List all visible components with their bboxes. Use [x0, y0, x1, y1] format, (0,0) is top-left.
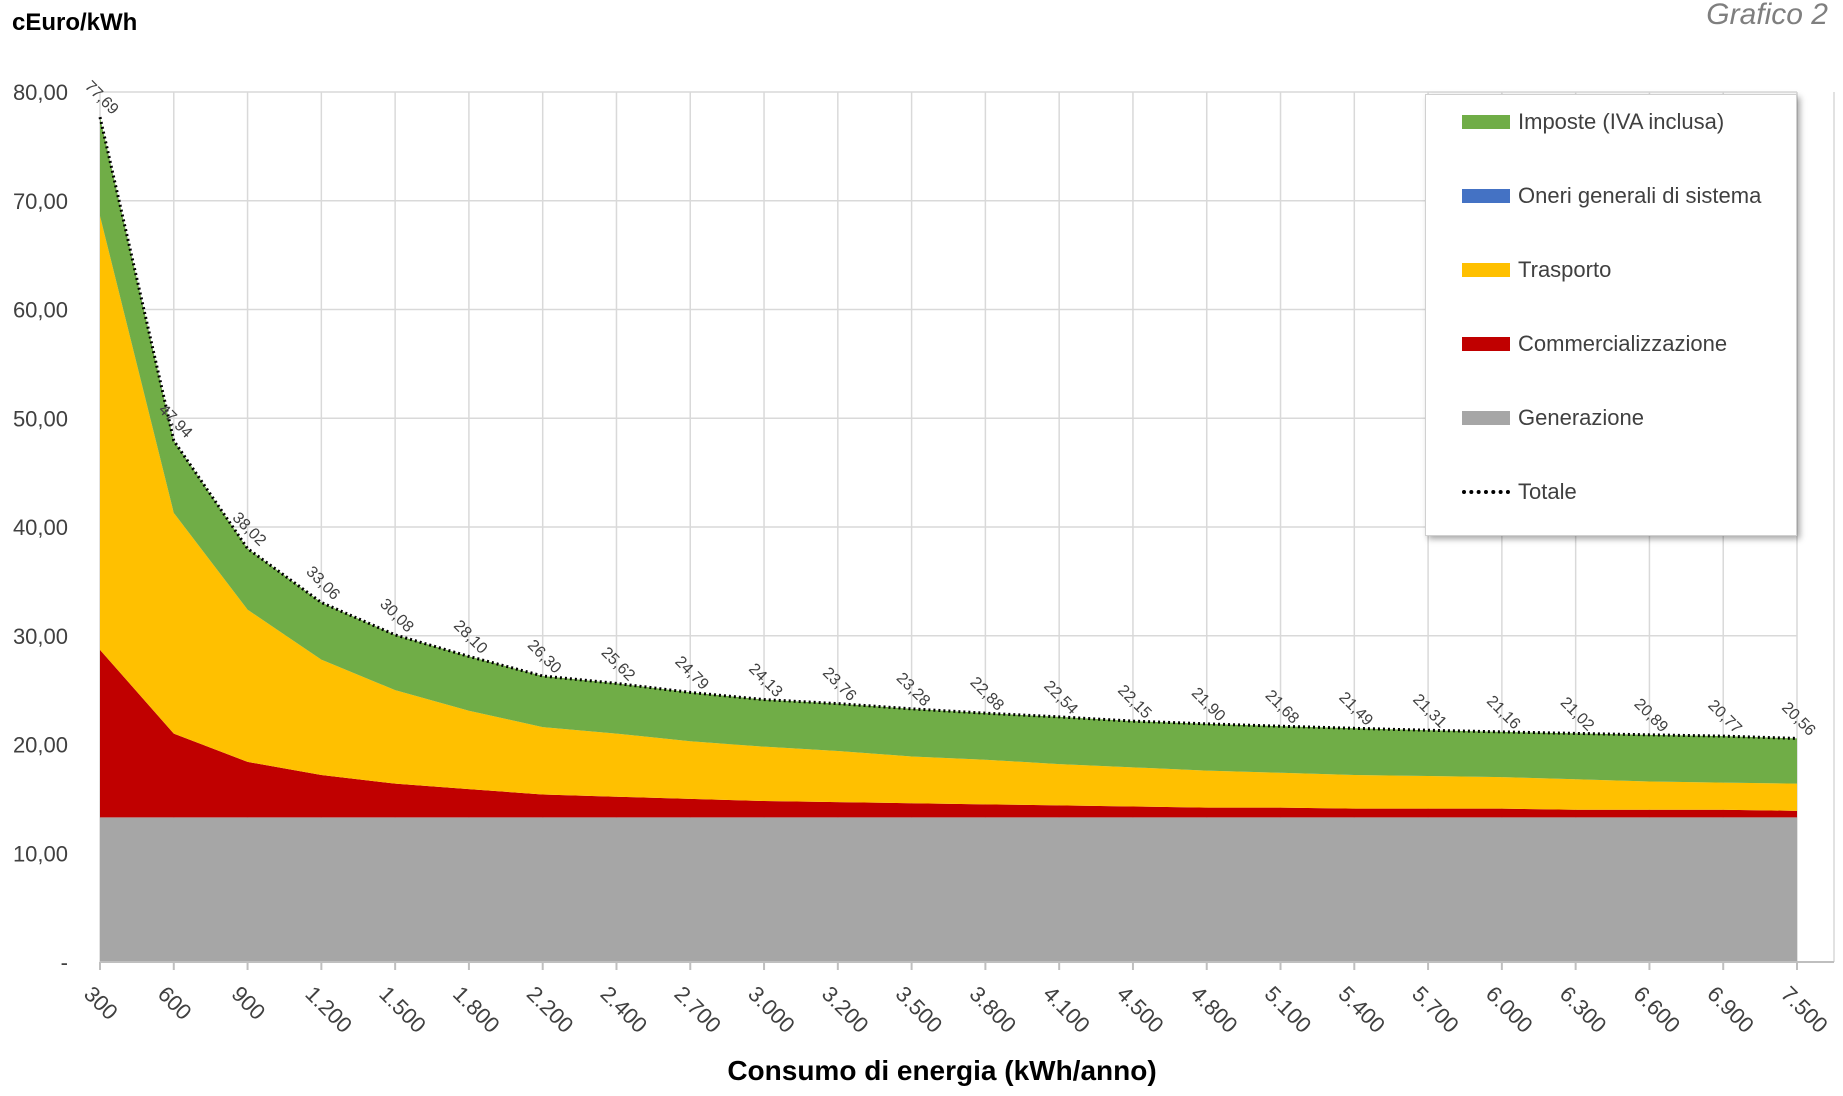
legend-swatch — [1462, 115, 1510, 129]
legend: Imposte (IVA inclusa) Oneri generali di s… — [1425, 94, 1797, 536]
y-axis-title: cEuro/kWh — [12, 9, 137, 36]
total-line — [98, 116, 1798, 740]
x-tick-label: 2.400 — [596, 981, 653, 1038]
x-tick-label: 5.700 — [1407, 981, 1464, 1038]
total-data-label: 20,56 — [1778, 699, 1818, 739]
legend-swatch — [1462, 337, 1510, 351]
legend-item-oneri-generali-di-sistema: Oneri generali di sistema — [1462, 181, 1761, 211]
total-data-label: 23,76 — [819, 664, 859, 704]
x-tick-label: 4.800 — [1186, 981, 1243, 1038]
total-data-label: 25,62 — [598, 644, 638, 684]
y-tick-label: 70,00 — [13, 189, 68, 214]
x-tick-label: 3.500 — [891, 981, 948, 1038]
total-data-label: 21,31 — [1409, 691, 1449, 731]
legend-item-trasporto: Trasporto — [1462, 255, 1611, 285]
legend-swatch — [1462, 263, 1510, 277]
total-data-label: 23,28 — [893, 670, 933, 710]
total-data-label: 21,90 — [1188, 685, 1228, 725]
legend-swatch — [1462, 411, 1510, 425]
x-tick-label: 300 — [79, 981, 123, 1025]
total-data-label: 22,15 — [1114, 682, 1154, 722]
legend-item-totale: Totale — [1462, 477, 1577, 507]
total-data-label: 20,77 — [1704, 697, 1744, 737]
legend-swatch — [1462, 189, 1510, 203]
legend-label: Commercializzazione — [1518, 331, 1728, 356]
x-tick-label: 4.500 — [1112, 981, 1169, 1038]
legend-swatch — [1462, 490, 1510, 494]
x-tick-label: 6.600 — [1629, 981, 1686, 1038]
x-tick-label: 3.200 — [817, 981, 874, 1038]
legend-label: Totale — [1518, 479, 1577, 504]
y-tick-label: - — [61, 950, 68, 975]
legend-label: Generazione — [1518, 405, 1644, 430]
area-trasporto — [100, 215, 1797, 811]
area-commercializzazione — [100, 649, 1797, 818]
x-tick-label: 6.000 — [1481, 981, 1538, 1038]
legend-item-imposte-iva-inclusa: Imposte (IVA inclusa) — [1462, 107, 1724, 137]
x-tick-label: 7.500 — [1776, 981, 1833, 1038]
x-tick-label: 2.200 — [522, 981, 579, 1038]
x-tick-label: 1.500 — [374, 981, 431, 1038]
total-data-label: 20,89 — [1631, 696, 1671, 736]
y-tick-label: 40,00 — [13, 515, 68, 540]
total-data-label: 77,69 — [81, 78, 121, 118]
total-data-label: 28,10 — [450, 617, 490, 657]
area-series — [100, 117, 1797, 962]
total-data-label: 21,16 — [1483, 693, 1523, 733]
area-generazione — [100, 817, 1797, 962]
y-tick-label: 10,00 — [13, 841, 68, 866]
y-tick-label: 50,00 — [13, 406, 68, 431]
x-axis-title: Consumo di energia (kWh/anno) — [727, 1055, 1156, 1086]
x-tick-label: 4.100 — [1038, 981, 1095, 1038]
legend-label: Imposte (IVA inclusa) — [1518, 109, 1725, 134]
x-tick-label: 3.800 — [965, 981, 1022, 1038]
x-tick-label: 3.000 — [743, 981, 800, 1038]
x-tick-label: 6.300 — [1555, 981, 1612, 1038]
x-tick-label: 600 — [153, 981, 197, 1025]
x-tick-label: 5.100 — [1260, 981, 1317, 1038]
total-data-label: 26,30 — [524, 637, 564, 677]
legend-item-generazione: Generazione — [1462, 403, 1644, 433]
total-data-label: 24,13 — [745, 660, 785, 700]
total-data-label: 24,79 — [671, 653, 711, 693]
legend-item-commercializzazione: Commercializzazione — [1462, 329, 1727, 359]
x-tick-label: 900 — [227, 981, 271, 1025]
total-data-label: 22,54 — [1040, 678, 1080, 718]
y-tick-label: 80,00 — [13, 80, 68, 105]
legend-label: Trasporto — [1518, 257, 1612, 282]
x-tick-label: 2.700 — [669, 981, 726, 1038]
y-tick-label: 60,00 — [13, 298, 68, 323]
total-data-label: 21,49 — [1335, 689, 1375, 729]
y-tick-label: 20,00 — [13, 733, 68, 758]
x-tick-label: 5.400 — [1333, 981, 1390, 1038]
y-tick-label: 30,00 — [13, 624, 68, 649]
chart-title: Grafico 2 — [1706, 0, 1828, 31]
total-series — [98, 116, 1798, 740]
total-data-label: 21,02 — [1557, 694, 1597, 734]
x-tick-label: 6.900 — [1702, 981, 1759, 1038]
total-data-label: 22,88 — [967, 674, 1007, 714]
total-data-label: 21,68 — [1262, 687, 1302, 727]
x-tick-label: 1.200 — [300, 981, 357, 1038]
legend-label: Oneri generali di sistema — [1518, 183, 1762, 208]
x-tick-label: 1.800 — [448, 981, 505, 1038]
